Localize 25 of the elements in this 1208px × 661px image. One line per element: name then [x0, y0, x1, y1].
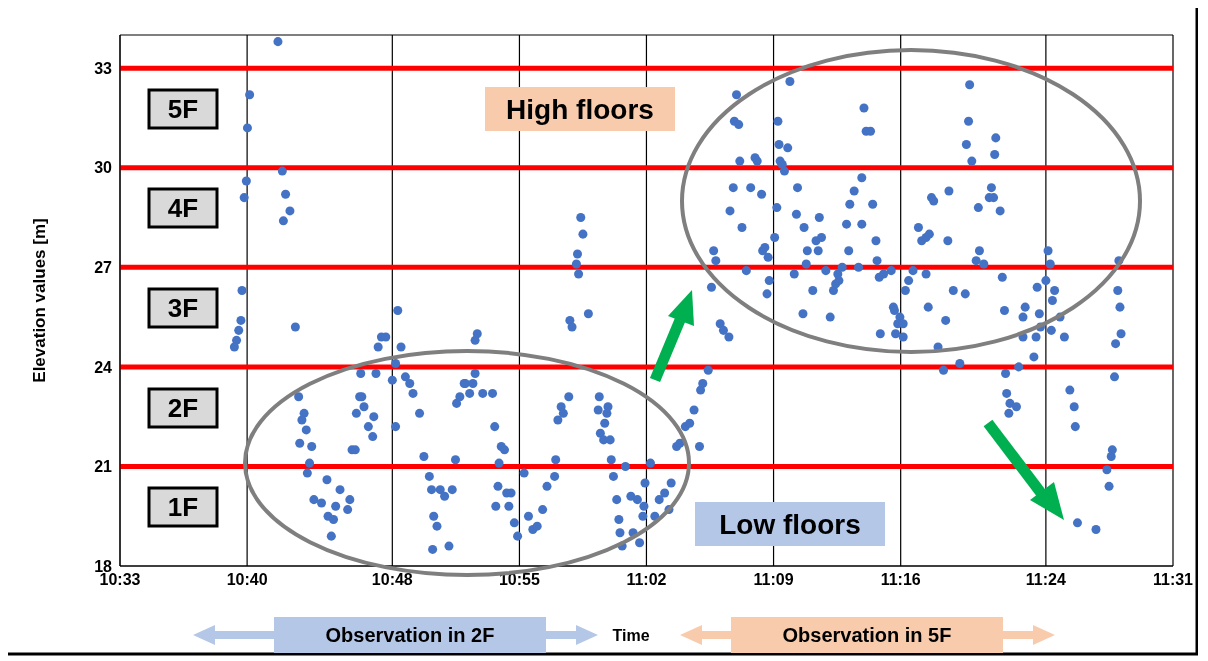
x-tick-label: 11:09: [753, 571, 794, 589]
annotation: 5F: [167, 94, 199, 124]
annotation: High floors: [506, 94, 654, 125]
x-tick-label: 10:33: [99, 571, 141, 589]
x-tick-label: 11:31: [1152, 571, 1194, 589]
annotation: 2F: [167, 393, 199, 423]
text: Observation in 2F: [325, 624, 495, 646]
annotation: 1F: [167, 492, 199, 522]
y-tick-label: 24: [94, 358, 113, 376]
x-tick-label: 10:40: [226, 571, 268, 589]
annotation: Low floors: [719, 509, 861, 540]
y-tick-label: 21: [94, 458, 113, 476]
x-tick-label: 11:16: [880, 571, 921, 589]
annotation: 4F: [167, 193, 199, 223]
x-axis-title: Time: [612, 627, 650, 644]
x-tick-label: 10:48: [371, 571, 413, 589]
x-tick-label: 11:02: [626, 571, 667, 589]
y-axis-title: Elevation values [m]: [30, 218, 49, 383]
y-tick-label: 33: [94, 59, 113, 77]
x-tick-label: 10:55: [498, 571, 540, 589]
y-tick-label: 27: [94, 258, 113, 276]
annotation: 3F: [167, 293, 199, 323]
text: Observation in 5F: [782, 624, 952, 646]
x-tick-label: 11:24: [1025, 571, 1066, 589]
y-tick-label: 30: [94, 159, 113, 177]
